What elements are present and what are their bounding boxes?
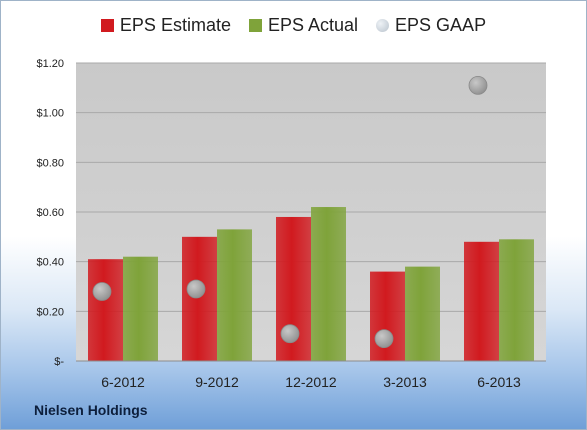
x-tick-label: 12-2012 [285,374,337,390]
legend-swatch [376,19,390,32]
y-tick-label: $0.20 [36,306,64,318]
dot-eps-gaap [186,279,206,299]
legend-item-2: EPS GAAP [376,15,486,36]
y-tick-label: $0.80 [36,157,64,169]
legend-label: EPS GAAP [395,15,487,35]
dot-eps-gaap [374,329,394,349]
y-tick-label: $0.40 [36,257,64,269]
bar-eps-actual [311,207,346,361]
legend-label: EPS Estimate [119,15,231,35]
company-name: Nielsen Holdings [34,402,148,418]
legend-item-0: EPS Estimate [100,15,231,36]
legend: EPS Estimate EPS Actual EPS GAAP [1,15,586,36]
x-tick-label: 3-2013 [383,374,427,390]
dot-eps-gaap [280,324,300,344]
x-tick-label: 9-2012 [195,374,239,390]
dot-eps-gaap [92,282,112,301]
bar-eps-estimate [464,241,499,361]
x-tick-label: 6-2012 [101,374,145,390]
legend-item-1: EPS Actual [248,15,359,36]
y-tick-label: $- [54,356,64,368]
bar-eps-actual [217,229,252,361]
bar-eps-actual [499,239,534,361]
bar-eps-actual [123,256,158,361]
bar-eps-estimate [370,271,405,361]
dot-eps-gaap [468,75,488,95]
x-tick-label: 6-2013 [477,374,521,390]
legend-swatch [100,19,114,32]
y-tick-label: $1.00 [36,108,64,120]
legend-swatch [248,19,262,32]
bar-eps-estimate [88,259,123,361]
legend-label: EPS Actual [267,15,359,35]
y-tick-label: $0.60 [36,207,64,219]
bar-eps-actual [405,266,440,361]
bar-eps-estimate [182,236,217,361]
y-tick-label: $1.20 [36,58,64,70]
